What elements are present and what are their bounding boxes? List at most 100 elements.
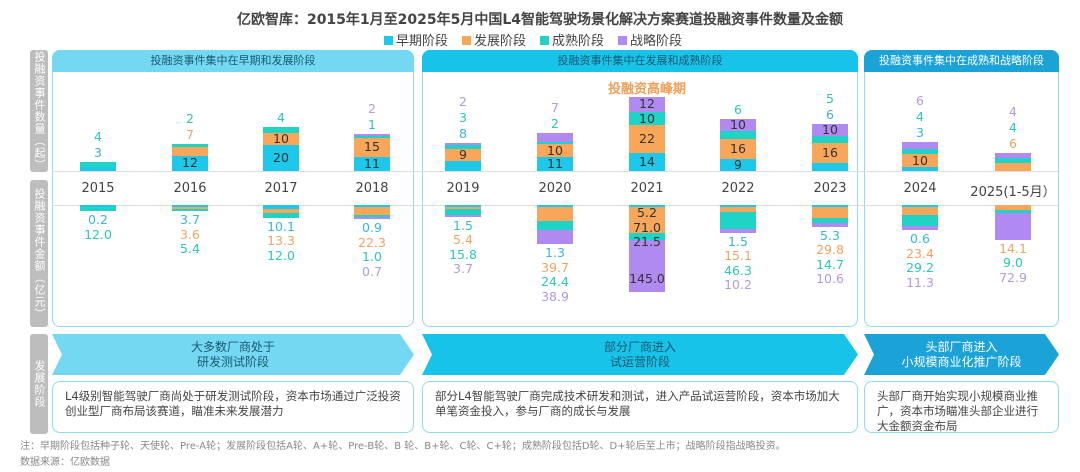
count-label: 11: [364, 155, 380, 171]
amount-label: 5.4: [453, 232, 473, 248]
count-bar-strategic: [812, 123, 848, 137]
amount-bar-development: [354, 207, 390, 216]
count-label: 2: [186, 111, 194, 127]
amount-bar-development: [172, 207, 208, 209]
count-label: 11: [547, 155, 563, 171]
count-label: 6: [1009, 136, 1017, 152]
count-bar-early: [629, 153, 665, 171]
count-bar-mature: [172, 144, 208, 147]
count-axis-label: 投融资事件数量（起）: [30, 50, 48, 172]
amount-bar-mature: [902, 215, 938, 226]
count-bar-early: [537, 156, 573, 171]
count-bar-mature: [629, 112, 665, 125]
count-bar-development: [812, 142, 848, 164]
count-label: 10: [273, 131, 289, 146]
count-label: 2: [368, 100, 376, 116]
count-bar-mature: [902, 149, 938, 155]
count-label: 20: [273, 150, 289, 166]
panel-header: 投融资事件集中在发展和成熟阶段: [422, 50, 858, 72]
amount-label: 13.3: [267, 233, 295, 249]
stage-description-3: 头部厂商开始实现小规模商业推广，资本市场瞄准头部企业进行大金额资金布局: [864, 381, 1059, 433]
count-bar-strategic: [445, 142, 481, 146]
count-bar-development: [720, 139, 756, 160]
amount-label: 1.5: [453, 217, 473, 233]
count-label: 4: [916, 108, 924, 124]
panel-mature: 投融资事件集中在成熟和战略阶段: [864, 50, 1059, 327]
count-bar-strategic: [902, 141, 938, 150]
count-label: 4: [277, 110, 285, 126]
amount-bar-strategic: [445, 214, 481, 217]
count-label: 6: [734, 101, 742, 117]
legend-label: 发展阶段: [474, 34, 527, 49]
amount-bar-strategic: [902, 225, 938, 230]
amount-bar-development: [995, 205, 1031, 211]
amount-label: 0.7: [362, 263, 382, 279]
count-label: 3: [94, 145, 102, 161]
count-label: 3: [459, 109, 467, 125]
count-label: 2: [459, 93, 467, 109]
stage-description-1: L4级别智能驾驶厂商尚处于研发测试阶段，资本市场通过广泛投资创业型厂商布局该赛道…: [52, 381, 414, 433]
amount-label: 9.0: [1003, 255, 1023, 271]
stage-arrow-3: 头部厂商进入 小规模商业化推广阶段: [864, 334, 1059, 375]
count-bar-early: [812, 163, 848, 171]
footnote: 注：早期阶段包括种子轮、天使轮、Pre-A轮；发展阶段包括A轮、A+轮、Pre-…: [20, 441, 786, 452]
count-label: 7: [551, 99, 559, 115]
count-label: 2: [551, 115, 559, 131]
amount-bar-early: [263, 205, 299, 209]
amount-bar-strategic: [629, 240, 665, 293]
amount-label: 46.3: [724, 262, 752, 278]
legend-label: 早期阶段: [396, 34, 449, 49]
legend-label: 成熟阶段: [552, 34, 605, 49]
count-label: 10: [822, 122, 838, 138]
legend-item-mature: 成熟阶段: [540, 30, 604, 49]
amount-bar-development: [629, 207, 665, 233]
amount-bar-mature: [263, 213, 299, 218]
peak-annotation: 投融资高峰期: [607, 82, 686, 97]
count-bar-strategic: [995, 153, 1031, 159]
count-label: 10: [730, 116, 746, 132]
amount-bar-early: [354, 205, 390, 207]
amount-label: 14.7: [816, 256, 844, 272]
amount-bar-mature: [629, 232, 665, 241]
count-bar-early: [172, 155, 208, 171]
amount-bar-mature: [720, 212, 756, 230]
year-tick-label: 2016: [173, 181, 207, 196]
panel-header: 投融资事件集中在成熟和战略阶段: [864, 50, 1059, 72]
amount-bar-development: [445, 207, 481, 209]
amount-label: 3.6: [180, 226, 200, 242]
amount-bar-early: [80, 205, 116, 207]
amount-label: 10.2: [724, 277, 752, 293]
count-bar-development: [537, 144, 573, 157]
count-bar-early: [445, 160, 481, 171]
year-tick-label: 2019: [446, 181, 480, 196]
amount-label: 72.9: [999, 269, 1027, 285]
year-tick-label: 2020: [538, 181, 572, 196]
amount-label: 15.1: [724, 248, 752, 264]
amount-label: 71.0: [633, 219, 661, 235]
amount-label: 23.4: [906, 245, 934, 261]
amount-label: 3.7: [180, 212, 200, 227]
amount-label: 24.4: [541, 274, 569, 290]
count-label: 10: [547, 142, 563, 158]
amount-bar-strategic: [720, 229, 756, 233]
amount-axis-label: 投融资事件金额（亿元）: [30, 180, 48, 327]
amount-bar-mature: [995, 210, 1031, 214]
amount-bar-early: [629, 205, 665, 207]
count-label: 6: [916, 92, 924, 108]
amount-bar-strategic: [354, 217, 390, 220]
count-bar-development: [902, 154, 938, 168]
amount-bar-mature: [445, 209, 481, 215]
count-bar-development: [629, 124, 665, 154]
amount-label: 1.5: [728, 233, 748, 249]
amount-bar-mature: [812, 217, 848, 223]
count-label: 9: [459, 147, 467, 162]
year-tick-label: 2018: [355, 181, 389, 196]
count-bar-mature: [80, 162, 116, 168]
count-label: 16: [822, 145, 838, 161]
amount-bar-mature: [354, 215, 390, 218]
count-bar-development: [172, 146, 208, 156]
count-bar-strategic: [537, 132, 573, 142]
year-tick-label: 2022: [721, 181, 755, 196]
amount-label: 12.0: [267, 247, 295, 263]
amount-bar-development: [263, 208, 299, 214]
